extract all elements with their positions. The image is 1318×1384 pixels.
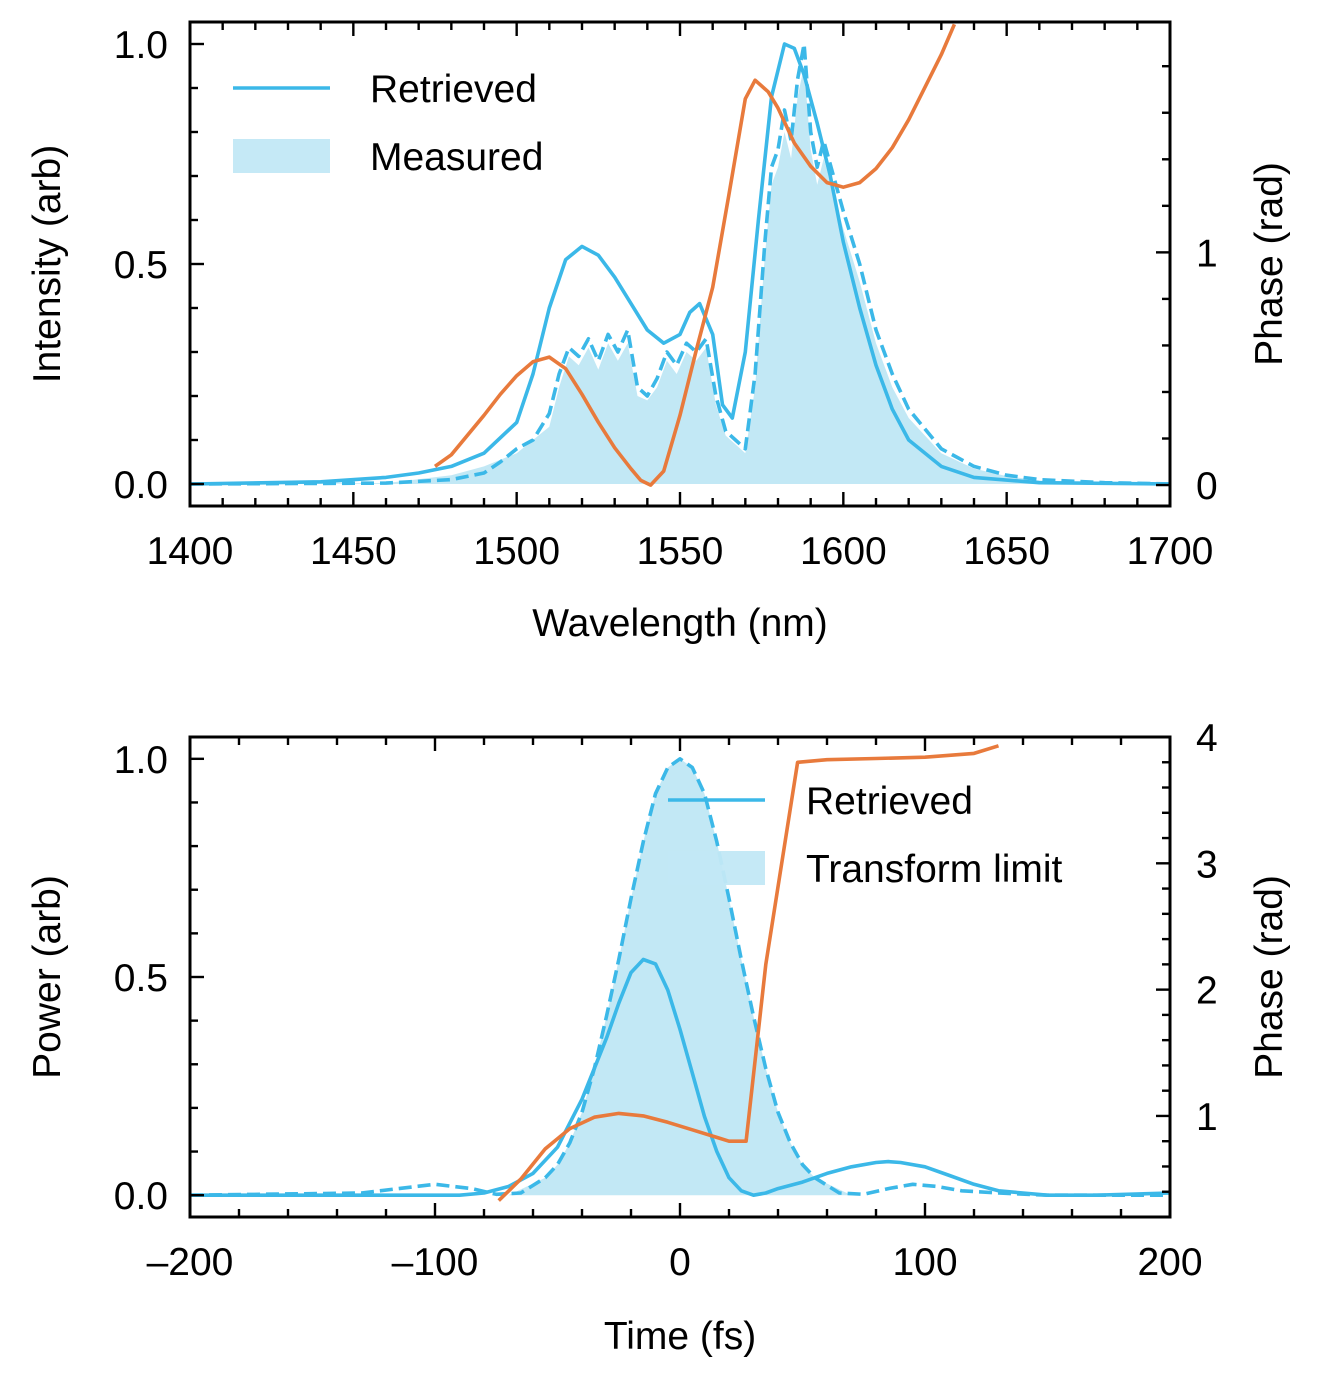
plot-area (190, 744, 1170, 1202)
legend-label: Transform limit (806, 848, 1063, 891)
y2-axis-label: Phase (rad) (1248, 875, 1291, 1079)
series-line-1 (190, 756, 1170, 1197)
y-axis-label: Power (arb) (26, 875, 69, 1079)
y2-tick-label: 3 (1196, 843, 1218, 886)
top-panel: 1400 1450 1500 1550 1600 1650 1700 0.0 0.5 1.0 0 1 W… (26, 20, 1291, 645)
series-fill-2 (190, 66, 1170, 484)
y-tick-label: 1.0 (114, 739, 168, 782)
y2-tick-label: 0 (1196, 465, 1218, 508)
x-tick-label: 0 (669, 1241, 691, 1284)
y-tick-label: 1.0 (114, 24, 168, 67)
legend: Retrieved Transform limit (668, 780, 1063, 891)
series-line-0 (190, 42, 1170, 486)
x-tick-label: 200 (1137, 1241, 1202, 1284)
series-line-0 (190, 957, 1170, 1197)
y2-tick-label: 1 (1196, 232, 1218, 275)
legend-swatch-fill (233, 139, 330, 173)
ticks (188, 735, 1172, 1219)
legend-label: Retrieved (806, 780, 973, 823)
x-tick-label: 1550 (637, 530, 724, 573)
x-tick-label: –200 (147, 1241, 234, 1284)
phase-line-3 (433, 23, 957, 487)
series-line-1 (190, 42, 1170, 486)
y-tick-label: 0.0 (114, 464, 168, 507)
legend-label: Retrieved (370, 68, 537, 111)
y-tick-label: 0.5 (114, 244, 168, 287)
x-axis-label: Wavelength (nm) (532, 602, 828, 645)
x-tick-label: 1600 (800, 530, 887, 573)
y2-tick-label: 1 (1196, 1096, 1218, 1139)
x-tick-label: 1500 (473, 530, 560, 573)
y-tick-label: 0.0 (114, 1175, 168, 1218)
x-tick-label: 1450 (310, 530, 397, 573)
legend: Retrieved Measured (233, 68, 543, 179)
series-fill-2 (190, 758, 1170, 1196)
x-tick-label: 100 (892, 1241, 957, 1284)
x-tick-label: 1400 (147, 530, 234, 573)
y2-tick-label: 4 (1196, 717, 1218, 760)
legend-swatch-fill (668, 851, 765, 885)
x-tick-label: –100 (392, 1241, 479, 1284)
plot-area (190, 23, 1170, 487)
y2-axis-label: Phase (rad) (1248, 162, 1291, 366)
phase-line-3 (497, 744, 1000, 1202)
ticks (188, 22, 1172, 506)
x-tick-label: 1650 (963, 530, 1050, 573)
x-tick-label: 1700 (1127, 530, 1214, 573)
y-tick-label: 0.5 (114, 957, 168, 1000)
y2-tick-label: 2 (1196, 970, 1218, 1013)
y-axis-label: Intensity (arb) (26, 145, 69, 383)
x-axis-label: Time (fs) (604, 1315, 756, 1358)
legend-label: Measured (370, 136, 543, 179)
bottom-panel: –200 –100 0 100 200 0.0 0.5 1.0 1 2 3 4 Time (fs) Pow… (26, 717, 1291, 1358)
